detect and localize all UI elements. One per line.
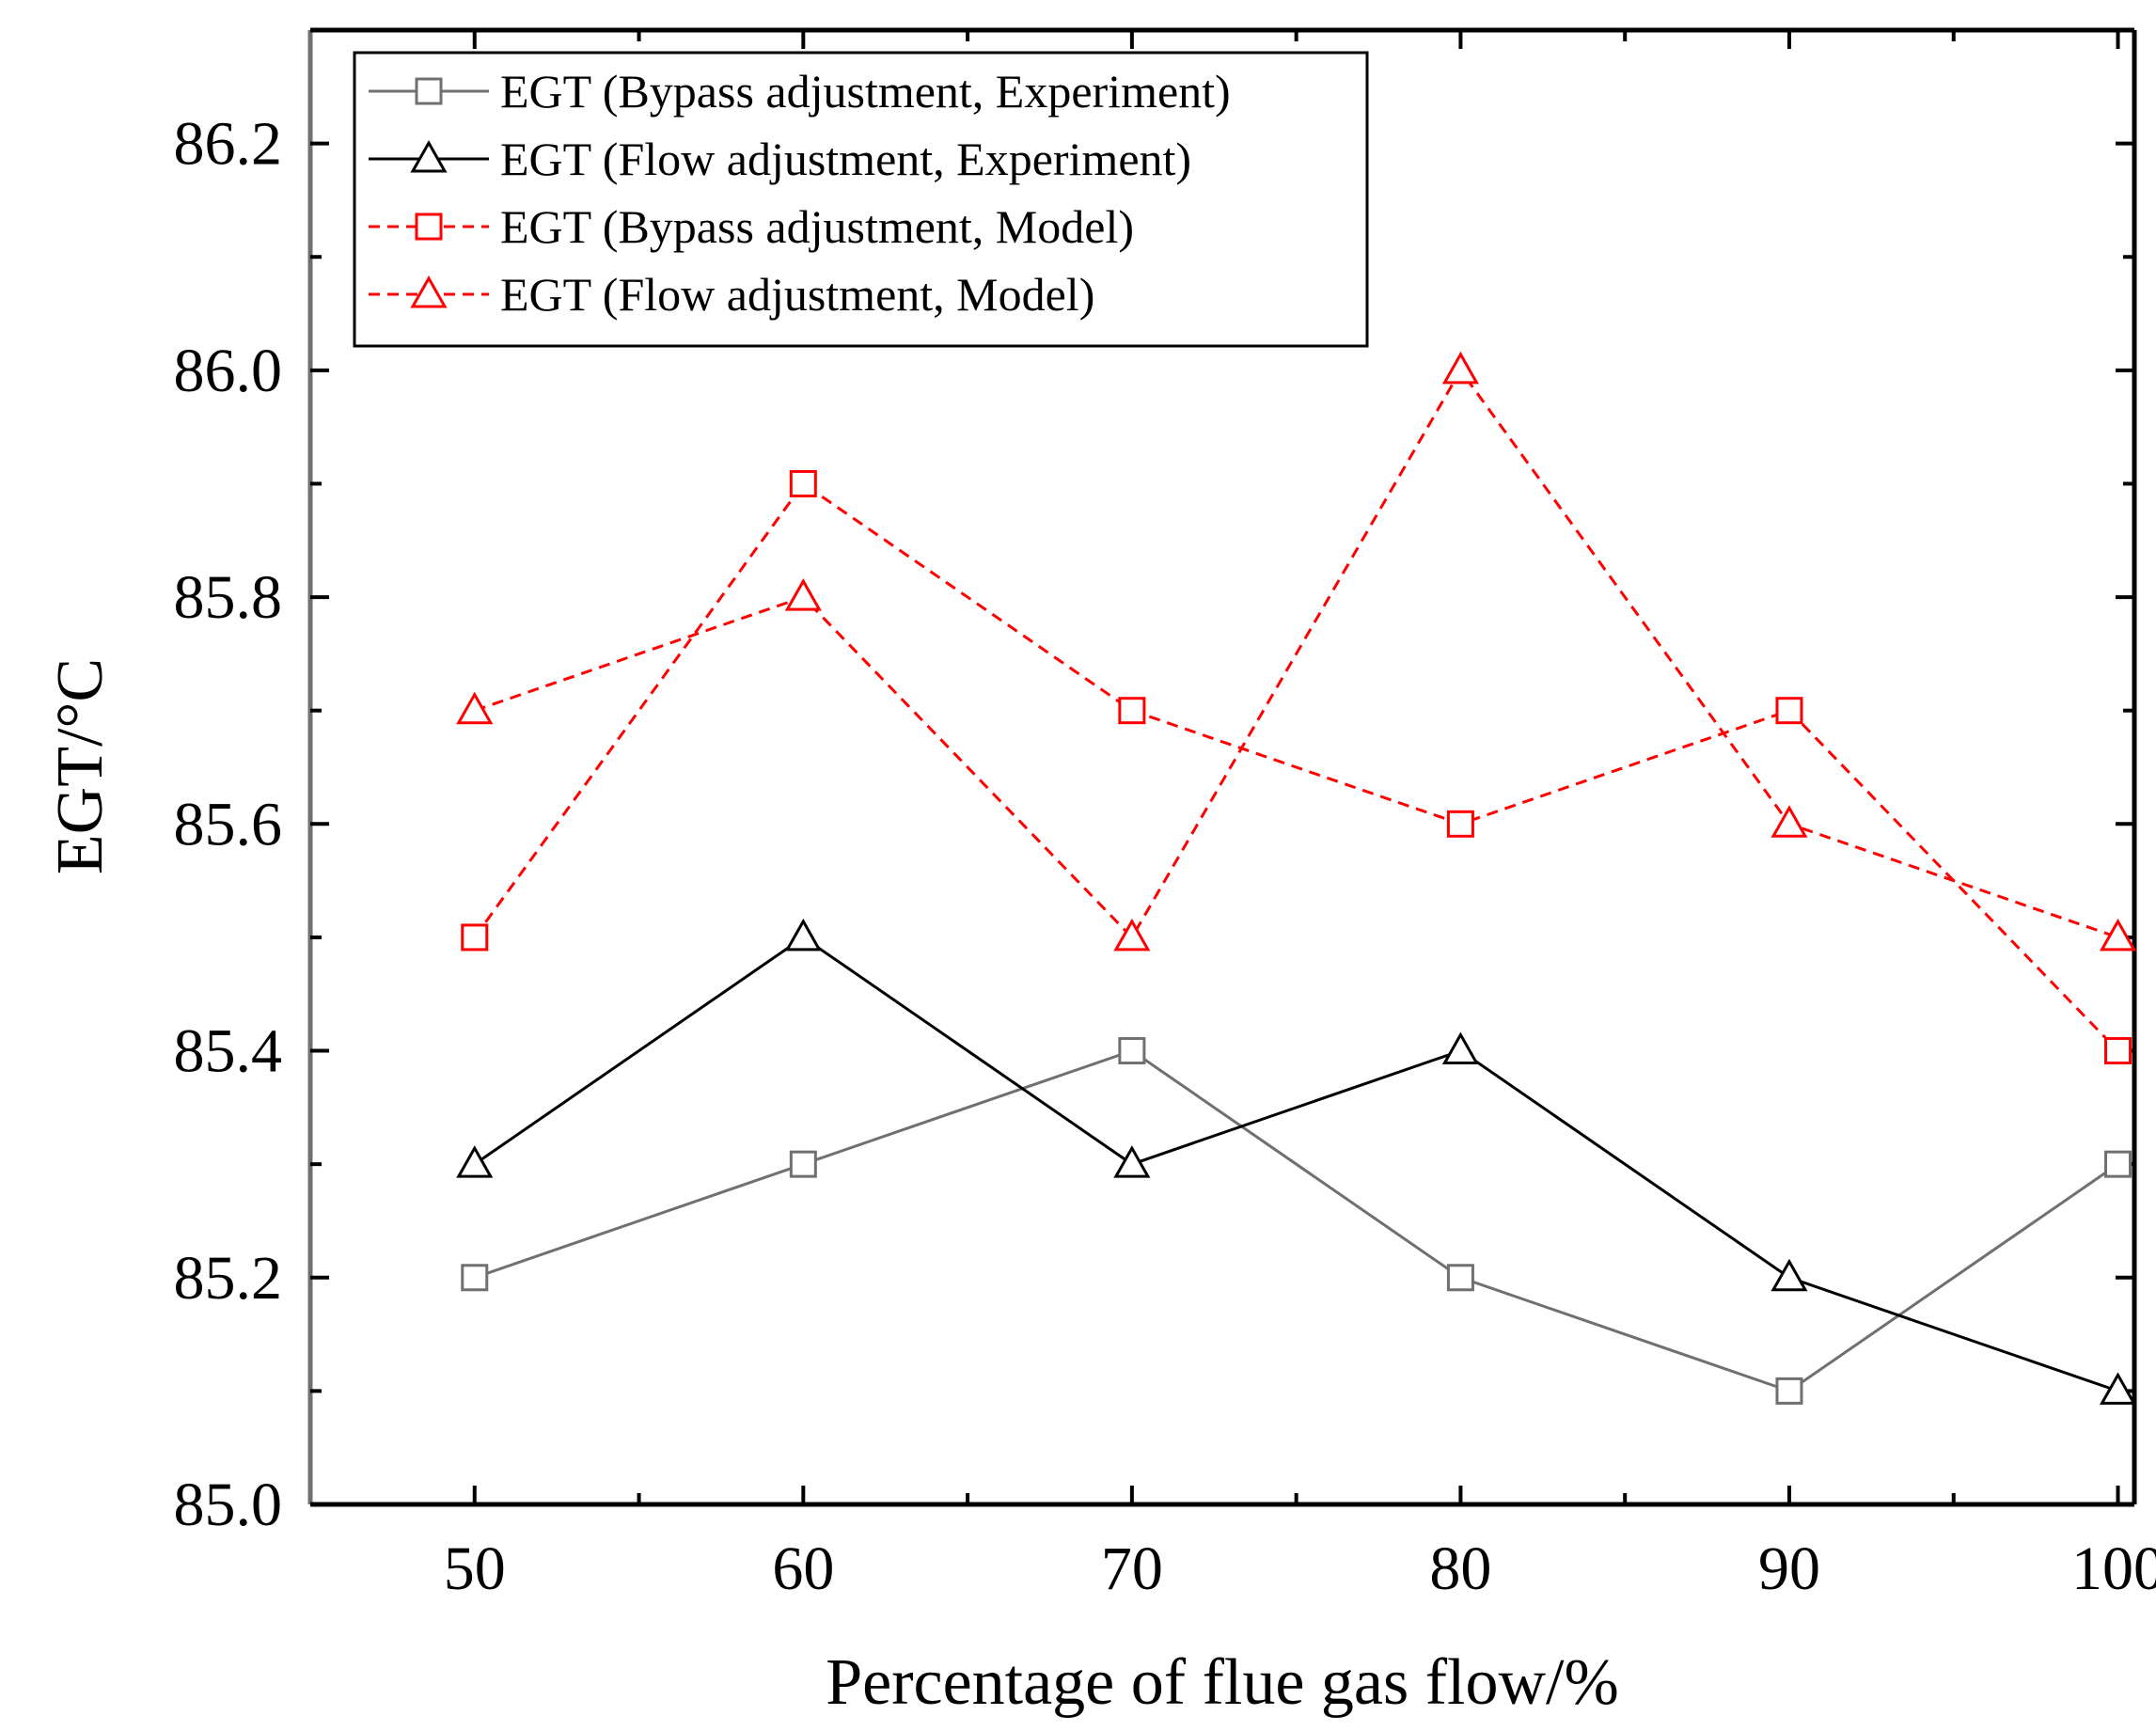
data-point (1446, 1264, 1474, 1292)
data-point (1118, 697, 1146, 725)
series-2 (456, 918, 2137, 1405)
data-point (2099, 1372, 2137, 1405)
series-3 (461, 469, 2132, 1065)
y-tick-label: 85.8 (174, 563, 283, 632)
y-tick-label: 85.4 (174, 1017, 283, 1086)
data-point (1775, 697, 1803, 725)
data-point (2099, 918, 2137, 952)
data-point (2104, 1150, 2132, 1178)
data-point (789, 469, 817, 497)
x-tick-label: 50 (444, 1534, 506, 1603)
data-point (1441, 351, 1479, 385)
legend: EGT (Bypass adjustment, Experiment) EGT (… (353, 51, 1369, 348)
legend-label: EGT (Bypass adjustment, Model) (500, 200, 1134, 253)
data-point (2104, 1037, 2132, 1065)
tick-labels: 85.0 85.2 85.4 85.6 85.8 86.0 86.2 50 60 70 80 90 10… (174, 110, 2156, 1603)
y-tick-label: 86.2 (174, 110, 283, 179)
x-tick-label: 100 (2071, 1534, 2156, 1603)
data-point (461, 1264, 489, 1292)
series-line (473, 936, 2119, 1393)
legend-marker (415, 77, 443, 105)
series-layer (456, 351, 2137, 1405)
x-tick-label: 70 (1101, 1534, 1163, 1603)
data-point (461, 923, 489, 952)
data-point (1118, 1037, 1146, 1065)
y-tick-label: 86.0 (174, 337, 283, 405)
series-line (474, 1048, 2119, 1393)
x-tick-label: 60 (772, 1534, 834, 1603)
series-1 (461, 1037, 2132, 1405)
series-line (473, 481, 2119, 1052)
data-point (1113, 1145, 1151, 1178)
legend-label: EGT (Flow adjustment, Model) (500, 268, 1094, 321)
data-point (784, 918, 822, 952)
x-tick-label: 80 (1429, 1534, 1491, 1603)
legend-marker (410, 275, 448, 308)
series-line (474, 368, 2119, 940)
x-tick-label: 90 (1758, 1534, 1820, 1603)
series-4 (456, 351, 2137, 952)
y-tick-label: 85.0 (174, 1471, 283, 1539)
legend-label: EGT (Flow adjustment, Experiment) (500, 133, 1191, 185)
data-point (1441, 1031, 1479, 1065)
data-point (789, 1150, 817, 1178)
data-point (1775, 1377, 1803, 1405)
data-point (1770, 1258, 1808, 1292)
x-axis-title: Percentage of flue gas flow/% (826, 1646, 1619, 1719)
y-axis-title: EGT/°C (44, 658, 117, 874)
data-point (1770, 805, 1808, 838)
legend-marker (415, 212, 443, 241)
data-point (784, 578, 822, 611)
legend-marker (410, 139, 448, 173)
data-point (456, 1145, 494, 1178)
data-point (456, 691, 494, 725)
y-tick-label: 85.2 (174, 1244, 283, 1313)
plot-frame (307, 27, 2137, 1507)
data-point (1446, 810, 1474, 838)
legend-label: EGT (Bypass adjustment, Experiment) (500, 65, 1231, 118)
y-tick-label: 85.6 (174, 790, 283, 858)
legend-box (353, 51, 1369, 348)
data-point (1113, 918, 1151, 952)
